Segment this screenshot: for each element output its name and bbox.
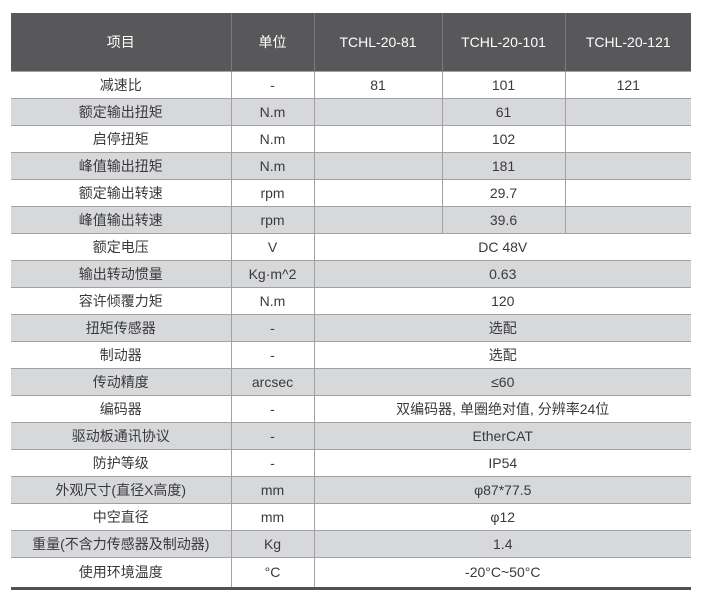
- spec-unit-cell: N.m: [230, 152, 314, 179]
- spec-row: 额定电压 V DC 48V: [11, 233, 691, 260]
- spec-unit-cell: mm: [230, 503, 314, 530]
- spec-item-cell: 重量(不含力传感器及制动器): [32, 535, 210, 552]
- col-header-item: 项目: [11, 13, 231, 71]
- spec-item-cell: 传动精度: [92, 373, 149, 390]
- spec-item-cell: 启停扭矩: [92, 130, 149, 147]
- spec-unit-cell: -: [230, 314, 314, 341]
- spec-unit-cell: -: [230, 71, 314, 98]
- spec-row: 输出转动惯量 Kg·m^2 0.63: [11, 260, 691, 287]
- spec-value-cell: [564, 206, 691, 233]
- spec-item-cell: 使用环境温度: [78, 564, 163, 580]
- spec-value-cell: 选配: [313, 341, 691, 368]
- spec-item-cell: 驱动板通讯协议: [71, 427, 170, 444]
- spec-item-cell: 减速比: [99, 76, 142, 93]
- spec-row: 扭矩传感器 - 选配: [11, 314, 691, 341]
- header-row: 项目 单位 TCHL-20-81 TCHL-20-101 TCHL-20-121: [11, 13, 691, 71]
- spec-value-cell: 181: [441, 152, 565, 179]
- spec-value-cell: [564, 179, 691, 206]
- spec-table-body: 减速比 -81 101 121 额定输出扭矩 N.m 61 启停扭矩 N.m 102 峰值输出扭矩 N…: [11, 71, 691, 588]
- spec-item-cell: 扭矩传感器: [85, 319, 156, 336]
- spec-item-cell: 编码器: [99, 400, 142, 417]
- spec-unit-cell: Kg: [230, 530, 314, 557]
- spec-value-cell: [313, 98, 442, 125]
- spec-value-cell: ≤60: [313, 368, 691, 395]
- spec-unit-cell: -: [230, 422, 314, 449]
- spec-row: 防护等级 - IP54: [11, 449, 691, 476]
- spec-table: 项目 单位 TCHL-20-81 TCHL-20-101 TCHL-20-121…: [11, 13, 691, 590]
- spec-unit-cell: arcsec: [230, 368, 314, 395]
- spec-value-cell: 61: [441, 98, 565, 125]
- spec-value-cell: -20°C~50°C: [313, 557, 691, 588]
- spec-value-cell: 81: [313, 71, 442, 98]
- spec-row: 额定输出转速 rpm 29.7: [11, 179, 691, 206]
- spec-value-cell: [313, 206, 442, 233]
- spec-row: 额定输出扭矩 N.m 61: [11, 98, 691, 125]
- spec-value-cell: φ87*77.5: [313, 476, 691, 503]
- spec-unit-cell: -: [230, 341, 314, 368]
- col-header-model-81: TCHL-20-81: [313, 13, 442, 71]
- spec-value-cell: 29.7: [441, 179, 565, 206]
- spec-table-header: 项目 单位 TCHL-20-81 TCHL-20-101 TCHL-20-121: [11, 13, 691, 71]
- spec-value-cell: 39.6: [441, 206, 565, 233]
- col-header-model-121: TCHL-20-121: [564, 13, 691, 71]
- col-header-model-101: TCHL-20-101: [441, 13, 565, 71]
- spec-item-cell: 峰值输出转速: [78, 211, 163, 228]
- spec-unit-cell: -: [230, 395, 314, 422]
- spec-row: 编码器 - 双编码器, 单圈绝对值, 分辨率24位: [11, 395, 691, 422]
- spec-value-cell: [313, 125, 442, 152]
- spec-item-cell: 防护等级: [92, 454, 149, 471]
- spec-value-cell: 102: [441, 125, 565, 152]
- spec-row: 驱动板通讯协议 - EtherCAT: [11, 422, 691, 449]
- spec-item-cell: 制动器: [99, 346, 142, 363]
- spec-value-cell: φ12: [313, 503, 691, 530]
- spec-row: 容许倾覆力矩 N.m 120: [11, 287, 691, 314]
- spec-row: 制动器 - 选配: [11, 341, 691, 368]
- spec-item-cell: 中空直径: [92, 508, 149, 525]
- spec-unit-cell: -: [230, 449, 314, 476]
- spec-row: 传动精度 arcsec ≤60: [11, 368, 691, 395]
- spec-item-cell: 额定输出转速: [78, 184, 163, 201]
- spec-item-cell: 峰值输出扭矩: [78, 157, 163, 174]
- spec-unit-cell: rpm: [230, 179, 314, 206]
- spec-value-cell: 0.63: [313, 260, 691, 287]
- spec-row: 峰值输出转速 rpm 39.6: [11, 206, 691, 233]
- spec-value-cell: 121: [564, 71, 691, 98]
- spec-row: 减速比 -81 101 121: [11, 71, 691, 98]
- spec-row: 启停扭矩 N.m 102: [11, 125, 691, 152]
- spec-unit-cell: °C: [230, 557, 314, 588]
- spec-value-cell: 120: [313, 287, 691, 314]
- spec-value-cell: 选配: [313, 314, 691, 341]
- spec-unit-cell: N.m: [230, 125, 314, 152]
- spec-row: 中空直径 mm φ12: [11, 503, 691, 530]
- spec-row: 外观尺寸(直径X高度) mm φ87*77.5: [11, 476, 691, 503]
- spec-value-cell: [313, 152, 442, 179]
- spec-value-cell: 1.4: [313, 530, 691, 557]
- spec-unit-cell: N.m: [230, 98, 314, 125]
- spec-value-cell: IP54: [313, 449, 691, 476]
- spec-unit-cell: V: [230, 233, 314, 260]
- spec-item-cell: 额定输出扭矩: [78, 103, 163, 120]
- spec-unit-cell: mm: [230, 476, 314, 503]
- spec-item-cell: 外观尺寸(直径X高度): [55, 481, 187, 498]
- spec-unit-cell: N.m: [230, 287, 314, 314]
- spec-item-cell: 输出转动惯量: [78, 265, 163, 282]
- spec-value-cell: DC 48V: [313, 233, 691, 260]
- spec-row: 峰值输出扭矩 N.m 181: [11, 152, 691, 179]
- spec-value-cell: 101: [441, 71, 565, 98]
- col-header-unit: 单位: [230, 13, 314, 71]
- spec-value-cell: [564, 125, 691, 152]
- spec-value-cell: [564, 152, 691, 179]
- spec-item-cell: 容许倾覆力矩: [78, 292, 163, 309]
- spec-unit-cell: rpm: [230, 206, 314, 233]
- spec-row: 使用环境温度 °C -20°C~50°C: [11, 557, 691, 588]
- spec-row: 重量(不含力传感器及制动器) Kg 1.4: [11, 530, 691, 557]
- spec-value-cell: [313, 179, 442, 206]
- spec-item-cell: 额定电压: [92, 238, 149, 255]
- spec-value-cell: [564, 98, 691, 125]
- spec-value-cell: EtherCAT: [313, 422, 691, 449]
- spec-value-cell: 双编码器, 单圈绝对值, 分辨率24位: [313, 395, 691, 422]
- spec-unit-cell: Kg·m^2: [230, 260, 314, 287]
